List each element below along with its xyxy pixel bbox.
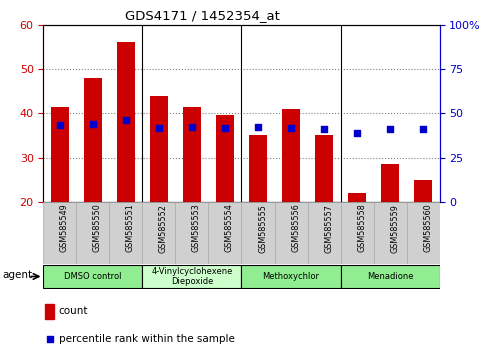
FancyBboxPatch shape [175, 202, 209, 264]
Text: DMSO control: DMSO control [64, 272, 122, 281]
FancyBboxPatch shape [110, 202, 142, 264]
Point [254, 125, 262, 130]
FancyBboxPatch shape [76, 202, 110, 264]
FancyBboxPatch shape [407, 202, 440, 264]
Point [89, 121, 97, 127]
Point [419, 126, 427, 132]
Text: GSM585550: GSM585550 [93, 204, 102, 252]
FancyBboxPatch shape [308, 202, 341, 264]
Bar [183, 107, 201, 202]
Text: GSM585551: GSM585551 [126, 204, 135, 252]
FancyBboxPatch shape [341, 266, 440, 287]
Text: GSM585558: GSM585558 [357, 204, 366, 252]
Text: GSM585554: GSM585554 [225, 204, 234, 252]
FancyBboxPatch shape [341, 202, 373, 264]
FancyBboxPatch shape [43, 202, 76, 264]
FancyBboxPatch shape [142, 202, 175, 264]
FancyBboxPatch shape [43, 266, 142, 287]
Text: GSM585559: GSM585559 [390, 204, 399, 252]
Point [56, 122, 64, 128]
FancyBboxPatch shape [274, 202, 308, 264]
Bar [51, 107, 69, 202]
Text: Menadione: Menadione [367, 272, 413, 281]
Bar [381, 164, 399, 202]
Text: Methoxychlor: Methoxychlor [262, 272, 320, 281]
FancyBboxPatch shape [209, 202, 242, 264]
FancyBboxPatch shape [142, 266, 242, 287]
Point [287, 126, 295, 131]
Text: GSM585555: GSM585555 [258, 204, 267, 252]
Bar [282, 109, 300, 202]
Text: GSM585553: GSM585553 [192, 204, 201, 252]
Bar [348, 193, 366, 202]
Bar [84, 78, 102, 202]
Text: GSM585556: GSM585556 [291, 204, 300, 252]
Bar [249, 135, 267, 202]
Bar [45, 304, 54, 319]
Text: percentile rank within the sample: percentile rank within the sample [58, 334, 234, 344]
Point [320, 126, 328, 132]
Text: GDS4171 / 1452354_at: GDS4171 / 1452354_at [126, 9, 280, 22]
Bar [414, 179, 432, 202]
Text: count: count [58, 306, 88, 316]
Bar [216, 115, 234, 202]
Point [122, 118, 130, 123]
Bar [150, 96, 168, 202]
Bar [117, 42, 135, 202]
FancyBboxPatch shape [242, 266, 341, 287]
FancyBboxPatch shape [242, 202, 274, 264]
Text: 4-Vinylcyclohexene
Diepoxide: 4-Vinylcyclohexene Diepoxide [151, 267, 233, 286]
Point [46, 336, 54, 342]
Text: GSM585560: GSM585560 [423, 204, 432, 252]
Point [353, 130, 361, 136]
Text: GSM585549: GSM585549 [60, 204, 69, 252]
Point [386, 126, 394, 132]
Point [188, 125, 196, 130]
Text: GSM585557: GSM585557 [324, 204, 333, 252]
Text: agent: agent [2, 270, 32, 280]
Text: GSM585552: GSM585552 [159, 204, 168, 252]
Bar [315, 135, 333, 202]
Point [221, 126, 229, 131]
FancyBboxPatch shape [373, 202, 407, 264]
Point [155, 126, 163, 131]
